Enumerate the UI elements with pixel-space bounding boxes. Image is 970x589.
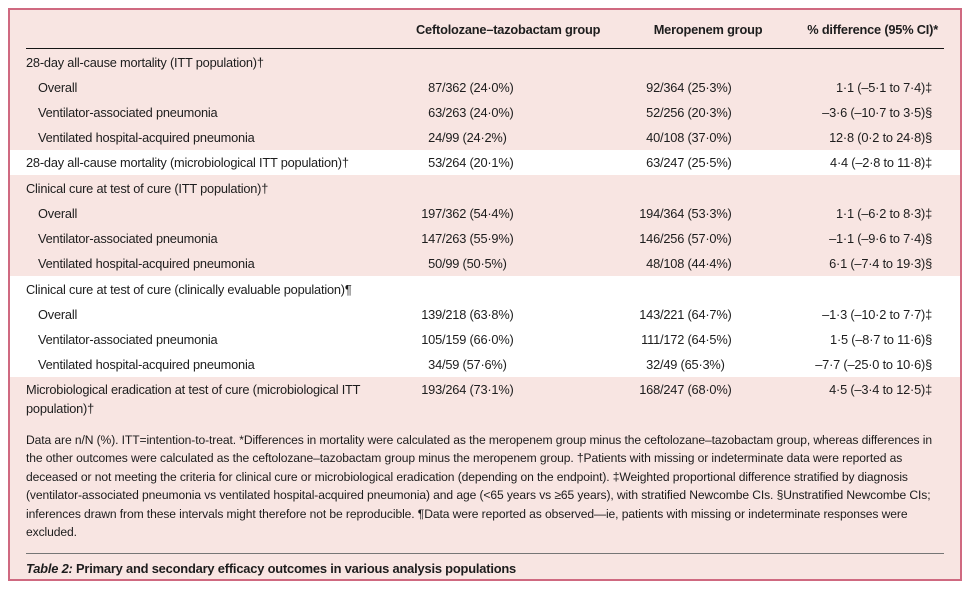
cell-meropenem: 168/247 (68·0%)	[639, 382, 732, 397]
row-label: 28-day all-cause mortality (microbiologi…	[26, 155, 349, 170]
table-row: Overall 87/362 (24·0%) 92/364 (25·3%) 1·…	[10, 75, 960, 100]
row-label: Overall	[38, 307, 78, 322]
row-label: 28-day all-cause mortality (ITT populati…	[26, 54, 264, 70]
table-row: 28-day all-cause mortality (microbiologi…	[10, 150, 960, 175]
cell-ceftolozane: 34/59 (57·6%)	[428, 357, 507, 372]
cell-difference: –1·1 (–9·6 to 7·4)§	[829, 231, 932, 246]
cell-ceftolozane: 139/218 (63·8%)	[421, 307, 514, 322]
table-row-section: Clinical cure at test of cure (clinicall…	[10, 276, 960, 302]
column-header-difference: % difference (95% CI)*	[807, 21, 938, 37]
row-label: Ventilated hospital-acquired pneumonia	[38, 130, 255, 145]
row-label: Overall	[38, 206, 78, 221]
caption-text: Primary and secondary efficacy outcomes …	[72, 561, 517, 577]
row-label: Ventilator-associated pneumonia	[38, 105, 218, 120]
row-label: Overall	[38, 80, 78, 95]
caption-prefix: Table 2:	[26, 561, 73, 577]
cell-difference: 6·1 (–7·4 to 19·3)§	[829, 256, 932, 271]
table-row: Ventilator-associated pneumonia 105/159 …	[10, 327, 960, 352]
row-label: Ventilated hospital-acquired pneumonia	[38, 357, 255, 372]
cell-difference: –1·3 (–10·2 to 7·7)‡	[822, 307, 932, 322]
row-label: Clinical cure at test of cure (ITT popul…	[26, 180, 269, 196]
row-label: Ventilator-associated pneumonia	[38, 332, 218, 347]
row-label: Ventilator-associated pneumonia	[38, 231, 218, 246]
column-header-meropenem-group: Meropenem group	[653, 21, 763, 37]
cell-ceftolozane: 105/159 (66·0%)	[421, 332, 514, 347]
table-row-section: Clinical cure at test of cure (ITT popul…	[10, 175, 960, 201]
cell-ceftolozane: 197/362 (54·4%)	[421, 206, 514, 221]
cell-meropenem: 143/221 (64·7%)	[639, 307, 732, 322]
cell-ceftolozane: 147/263 (55·9%)	[421, 231, 514, 246]
table-row: Microbiological eradication at test of c…	[10, 377, 960, 421]
cell-difference: 12·8 (0·2 to 24·8)§	[829, 130, 932, 145]
cell-ceftolozane: 50/99 (50·5%)	[428, 256, 507, 271]
cell-difference: 1·5 (–8·7 to 11·6)§	[830, 332, 932, 347]
cell-meropenem: 92/364 (25·3%)	[646, 80, 732, 95]
cell-ceftolozane: 24/99 (24·2%)	[428, 130, 507, 145]
cell-meropenem: 52/256 (20·3%)	[646, 105, 732, 120]
cell-meropenem: 48/108 (44·4%)	[646, 256, 732, 271]
cell-meropenem: 111/172 (64·5%)	[641, 332, 732, 347]
cell-difference: –3·6 (–10·7 to 3·5)§	[822, 105, 932, 120]
cell-difference: 1·1 (–5·1 to 7·4)‡	[836, 80, 932, 95]
cell-difference: –7·7 (–25·0 to 10·6)§	[815, 357, 932, 372]
header-rule	[26, 48, 944, 49]
cell-meropenem: 40/108 (37·0%)	[646, 130, 732, 145]
column-header-ceftolozane-group: Ceftolozane–tazobactam group	[416, 21, 601, 37]
table-row: Overall 197/362 (54·4%) 194/364 (53·3%) …	[10, 201, 960, 226]
row-label: Microbiological eradication at test of c…	[26, 382, 361, 416]
table-row: Ventilator-associated pneumonia 63/263 (…	[10, 100, 960, 125]
cell-meropenem: 146/256 (57·0%)	[639, 231, 732, 246]
row-label: Clinical cure at test of cure (clinicall…	[26, 281, 352, 297]
table-row: Ventilator-associated pneumonia 147/263 …	[10, 226, 960, 251]
cell-difference: 1·1 (–6·2 to 8·3)‡	[836, 206, 932, 221]
table-row: Ventilated hospital-acquired pneumonia 3…	[10, 352, 960, 377]
table-card: Ceftolozane–tazobactam group Meropenem g…	[8, 8, 962, 581]
table-row-section: 28-day all-cause mortality (ITT populati…	[10, 49, 960, 75]
cell-ceftolozane: 63/263 (24·0%)	[428, 105, 514, 120]
cell-ceftolozane: 53/264 (20·1%)	[428, 155, 514, 170]
row-label: Ventilated hospital-acquired pneumonia	[38, 256, 255, 271]
caption-rule	[26, 553, 944, 555]
table-caption: Table 2: Primary and secondary efficacy …	[26, 561, 944, 576]
table-footnote: Data are n/N (%). ITT=intention-to-treat…	[26, 433, 932, 540]
cell-meropenem: 63/247 (25·5%)	[646, 155, 732, 170]
cell-meropenem: 194/364 (53·3%)	[639, 206, 732, 221]
cell-ceftolozane: 87/362 (24·0%)	[428, 80, 514, 95]
cell-difference: 4·5 (–3·4 to 12·5)‡	[829, 382, 932, 397]
column-header-row: Ceftolozane–tazobactam group Meropenem g…	[10, 10, 960, 48]
table-row: Overall 139/218 (63·8%) 143/221 (64·7%) …	[10, 302, 960, 327]
table-row: Ventilated hospital-acquired pneumonia 2…	[10, 125, 960, 150]
cell-meropenem: 32/49 (65·3%)	[646, 357, 725, 372]
cell-difference: 4·4 (–2·8 to 11·8)‡	[830, 155, 932, 170]
cell-ceftolozane: 193/264 (73·1%)	[421, 382, 514, 397]
table-row: Ventilated hospital-acquired pneumonia 5…	[10, 251, 960, 276]
